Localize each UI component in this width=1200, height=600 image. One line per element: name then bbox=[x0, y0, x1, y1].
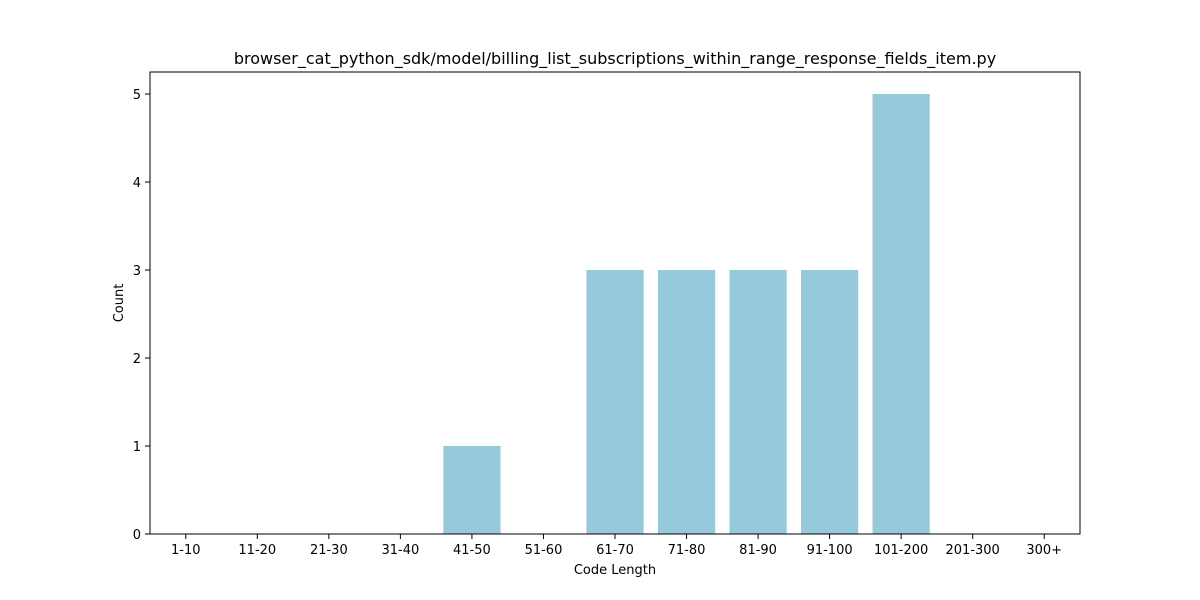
y-axis-label: Count bbox=[112, 284, 127, 323]
y-tick-label: 0 bbox=[133, 528, 141, 543]
x-tick-label: 71-80 bbox=[668, 543, 706, 558]
y-tick-label: 1 bbox=[133, 440, 141, 455]
x-tick-label: 31-40 bbox=[381, 543, 419, 558]
bar-61-70 bbox=[586, 270, 644, 534]
y-tick-label: 4 bbox=[133, 176, 141, 191]
y-axis: 0 1 2 3 4 5 bbox=[133, 88, 150, 543]
x-tick-label: 51-60 bbox=[525, 543, 563, 558]
x-tick-label: 101-200 bbox=[874, 543, 928, 558]
x-tick-label: 1-10 bbox=[171, 543, 201, 558]
x-tick-label: 11-20 bbox=[238, 543, 276, 558]
x-tick-label: 300+ bbox=[1026, 543, 1062, 558]
x-tick-label: 201-300 bbox=[946, 543, 1000, 558]
y-tick-label: 2 bbox=[133, 352, 141, 367]
bar-91-100 bbox=[801, 270, 859, 534]
chart-title: browser_cat_python_sdk/model/billing_lis… bbox=[234, 49, 996, 69]
bars bbox=[443, 94, 930, 534]
x-tick-label: 81-90 bbox=[739, 543, 777, 558]
x-axis: 1-10 11-20 21-30 31-40 41-50 51-60 61-70 71-80 8… bbox=[171, 534, 1062, 558]
x-tick-label: 41-50 bbox=[453, 543, 491, 558]
y-tick-label: 5 bbox=[133, 88, 141, 103]
bar-41-50 bbox=[443, 446, 501, 534]
bar-101-200 bbox=[872, 94, 930, 534]
x-axis-label: Code Length bbox=[574, 563, 656, 578]
x-tick-label: 21-30 bbox=[310, 543, 348, 558]
bar-71-80 bbox=[657, 270, 716, 534]
x-tick-label: 91-100 bbox=[807, 543, 853, 558]
x-tick-label: 61-70 bbox=[596, 543, 634, 558]
y-tick-label: 3 bbox=[133, 264, 141, 279]
bar-81-90 bbox=[729, 270, 787, 534]
